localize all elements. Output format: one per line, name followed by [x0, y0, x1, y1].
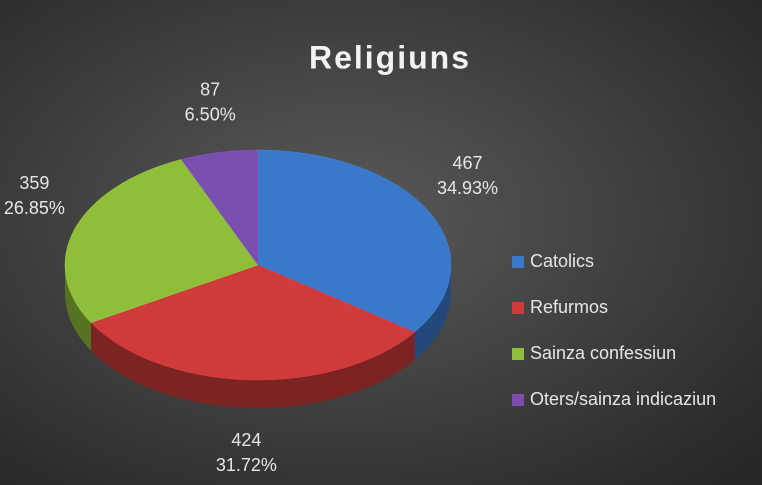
slice [90, 264, 416, 381]
data-label: 87 [200, 79, 220, 99]
legend-label: Refurmos [530, 297, 608, 317]
legend-swatch [512, 302, 524, 314]
data-label: 424 [231, 430, 261, 450]
slice-side [91, 322, 415, 408]
data-label: 359 [19, 173, 49, 193]
legend-label: Catolics [530, 251, 594, 271]
chart-title: Religiuns [309, 39, 471, 75]
slice [64, 159, 259, 323]
legend-swatch [512, 256, 524, 268]
data-label-percent: 34.93% [437, 178, 498, 198]
data-label-percent: 26.85% [4, 198, 65, 218]
legend-label: Sainza confessiun [530, 343, 676, 363]
slice [180, 149, 259, 266]
legend-swatch [512, 394, 524, 406]
data-label-percent: 6.50% [185, 104, 236, 124]
data-label: 467 [453, 153, 483, 173]
legend-swatch [512, 348, 524, 360]
slice-side [414, 265, 451, 361]
slice-side [65, 265, 92, 351]
slice [257, 149, 452, 333]
legend-label: Oters/sainza indicaziun [530, 389, 716, 409]
data-label-percent: 31.72% [216, 455, 277, 475]
